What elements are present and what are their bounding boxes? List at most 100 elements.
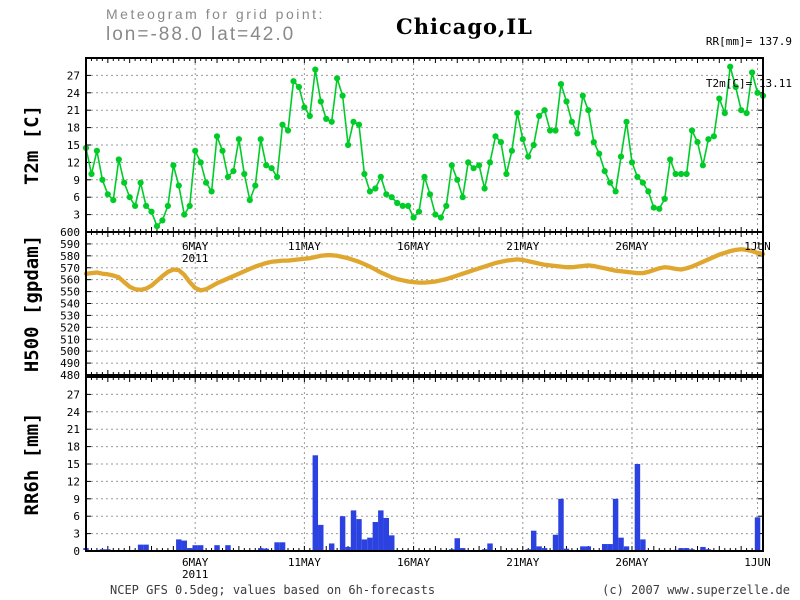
- temp-point: [410, 214, 417, 221]
- temp-point: [568, 118, 576, 125]
- rain-bar: [454, 538, 460, 550]
- rain-bar: [618, 537, 624, 550]
- temp-point: [628, 159, 636, 166]
- temp-point: [476, 162, 483, 169]
- h500-line: [83, 247, 766, 293]
- rain-bar: [678, 548, 684, 550]
- y-tick-label-h500: 490: [60, 357, 80, 370]
- temp-point: [115, 156, 122, 163]
- temp-point: [623, 118, 630, 125]
- temp-point: [421, 173, 428, 180]
- temp-point: [732, 83, 739, 91]
- temp-point: [656, 205, 663, 212]
- y-tick-label-h500: 480: [60, 369, 80, 382]
- temp-point: [290, 78, 297, 85]
- temp-point: [388, 194, 395, 201]
- temp-point: [203, 179, 210, 186]
- y-tick-label-h500: 580: [60, 250, 80, 263]
- x-date-label: 6MAY: [182, 240, 209, 253]
- temp-point: [246, 197, 253, 204]
- temp-point: [536, 112, 543, 120]
- temp-point: [514, 110, 521, 117]
- y-tick-label-t2m: 3: [73, 209, 80, 222]
- rain-bar: [623, 546, 630, 550]
- rain-bar: [176, 539, 182, 550]
- temp-point: [650, 204, 657, 211]
- temp-point: [639, 179, 647, 186]
- rain-bar: [137, 544, 144, 550]
- panel-frame: [85, 376, 764, 552]
- y-tick-label-h500: 500: [60, 345, 80, 358]
- temp-point: [132, 202, 139, 209]
- temp-point: [508, 147, 515, 154]
- rain-bar: [274, 542, 280, 550]
- temp-point: [279, 121, 286, 128]
- rain-bar: [536, 546, 542, 550]
- rain-bar: [487, 543, 493, 550]
- temp-point: [137, 179, 144, 186]
- temp-point: [257, 136, 264, 143]
- temp-point: [110, 197, 117, 204]
- temp-point: [590, 139, 597, 146]
- temp-point: [497, 139, 504, 146]
- temp-point: [143, 202, 150, 209]
- rain-bar: [552, 534, 559, 550]
- rain-bar: [705, 549, 712, 550]
- x-date-label: 16MAY: [397, 556, 430, 569]
- temp-point: [93, 147, 100, 154]
- rain-bar: [530, 530, 537, 550]
- temp-point: [465, 159, 472, 166]
- rain-bar: [612, 498, 619, 550]
- temp-point: [317, 98, 324, 105]
- axis-title-rr6h: RR6h [mm]: [21, 413, 43, 516]
- y-tick-label-t2m: 27: [67, 69, 80, 82]
- panel-rr6h: 0 3 6 9 12 15 18 21 24 27 RR6h [mm]: [21, 376, 764, 558]
- temp-point: [525, 153, 532, 160]
- temp-point: [596, 150, 603, 157]
- y-tick-label-h500: 540: [60, 298, 80, 311]
- rain-bar: [754, 517, 761, 550]
- temp-point: [126, 194, 133, 201]
- temp-point: [459, 194, 466, 201]
- temp-point: [470, 165, 477, 172]
- temp-point: [197, 159, 204, 166]
- temp-point: [481, 185, 488, 192]
- temp-point: [170, 162, 177, 169]
- temp-point: [612, 188, 619, 195]
- temp-point: [334, 75, 341, 82]
- mean-temp-stat: T2m[C]= 13.11: [705, 77, 792, 90]
- temp-point: [235, 136, 242, 143]
- rain-bar: [263, 548, 269, 550]
- temp-point: [306, 112, 313, 120]
- temp-point: [323, 115, 330, 122]
- temp-point: [394, 199, 401, 207]
- x-year-label: 2011: [182, 568, 209, 581]
- rain-bar: [361, 539, 368, 550]
- temp-point: [694, 139, 701, 146]
- rain-bar: [339, 516, 346, 550]
- y-tick-label-h500: 550: [60, 286, 80, 299]
- x-date-label: 26MAY: [615, 240, 648, 253]
- temp-point: [153, 223, 161, 230]
- temp-point: [121, 179, 128, 186]
- rain-bar: [257, 548, 264, 550]
- rain-bar: [481, 549, 488, 550]
- x-date-label: 11MAY: [288, 556, 321, 569]
- temp-point: [683, 170, 690, 178]
- temp-point: [678, 170, 685, 178]
- temp-point: [213, 133, 221, 140]
- y-tick-label-h500: 520: [60, 321, 80, 334]
- temp-point: [284, 127, 292, 134]
- y-tick-label-t2m: 24: [67, 87, 81, 100]
- temp-point: [547, 127, 554, 134]
- rain-bar: [601, 544, 608, 550]
- temp-point: [104, 191, 111, 198]
- rain-bar: [214, 545, 220, 550]
- temp-point: [727, 63, 734, 70]
- x-date-label: 16MAY: [397, 240, 430, 253]
- temp-point: [672, 170, 679, 178]
- temp-point: [716, 95, 723, 102]
- temp-point: [99, 176, 106, 183]
- temp-point: [377, 173, 384, 180]
